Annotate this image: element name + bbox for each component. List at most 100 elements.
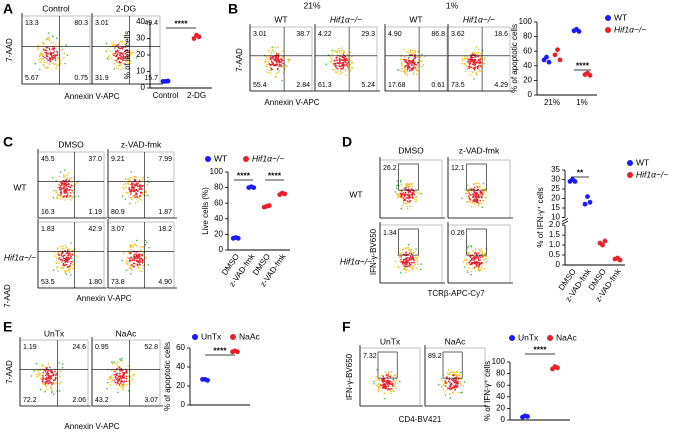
flow-event	[58, 187, 60, 189]
flow-event	[47, 52, 49, 55]
flow-event	[463, 266, 466, 268]
flow-event	[350, 67, 352, 69]
flow-event	[119, 358, 121, 360]
quadrant-value: 80.9	[111, 209, 125, 216]
flow-event	[402, 197, 405, 199]
flow-event	[407, 248, 410, 251]
flow-event	[447, 380, 450, 383]
flow-event	[445, 381, 448, 384]
flow-event	[465, 192, 468, 195]
legend-label: Hif1α−/−	[614, 24, 646, 34]
flow-event	[118, 52, 121, 54]
flow-event	[111, 379, 114, 381]
flow-event	[399, 195, 402, 197]
flow-event	[53, 383, 55, 385]
flow-event	[483, 58, 486, 60]
flow-event	[141, 193, 144, 196]
flow-event	[400, 62, 403, 64]
flow-event	[411, 64, 414, 66]
quadrant-value: 18.2	[158, 226, 172, 233]
flow-event	[475, 61, 477, 64]
flow-x-label: Annexin V-APC	[64, 92, 119, 101]
flow-event	[448, 378, 451, 381]
flow-event	[64, 188, 67, 190]
y-axis-label: % of apoptotic cells	[163, 342, 172, 411]
flow-event	[132, 246, 134, 248]
flow-event	[59, 192, 62, 194]
flow-event	[332, 64, 335, 66]
flow-event	[396, 180, 399, 182]
flow-event	[118, 372, 121, 375]
flow-event	[136, 245, 138, 247]
flow-event	[346, 65, 349, 67]
flow-event	[135, 176, 138, 178]
flow-event	[272, 64, 275, 66]
flow-event	[63, 190, 65, 192]
flow-event	[399, 252, 402, 255]
quadrant-value: 55.4	[253, 82, 267, 89]
flow-event	[41, 379, 44, 382]
quadrant-value: 16.3	[41, 209, 55, 216]
flow-event	[129, 376, 132, 378]
flow-event	[405, 260, 408, 263]
flow-event	[62, 179, 64, 182]
flow-event	[60, 245, 62, 248]
flow-event	[52, 42, 54, 44]
flow-event	[137, 185, 139, 188]
data-point	[235, 349, 240, 355]
flow-event	[471, 259, 473, 261]
flow-event	[129, 267, 131, 270]
flow-event	[477, 61, 480, 64]
flow-event	[115, 50, 118, 53]
column-title: Hif1α−/−	[330, 14, 362, 24]
flow-event	[416, 260, 419, 263]
flow-event	[40, 57, 43, 60]
flow-event	[270, 63, 272, 66]
flow-event	[111, 362, 114, 365]
flow-event	[45, 38, 47, 41]
panel-letter: F	[342, 319, 351, 335]
data-point	[525, 414, 530, 419]
flow-event	[270, 60, 273, 62]
flow-event	[339, 72, 341, 75]
flow-event	[272, 50, 275, 53]
flow-event	[46, 38, 49, 40]
flow-event	[118, 383, 121, 386]
flow-event	[420, 263, 423, 265]
flow-event	[275, 76, 277, 79]
quadrant-value: 3.01	[253, 31, 267, 38]
flow-event	[387, 374, 390, 376]
quadrant-value: 9.21	[111, 156, 125, 163]
flow-event	[129, 370, 131, 373]
flow-event	[403, 67, 405, 70]
flow-event	[118, 47, 121, 50]
flow-event	[37, 369, 40, 372]
y-tick-label: 0	[501, 415, 506, 424]
flow-event	[51, 391, 53, 393]
flow-event	[52, 393, 55, 396]
flow-event	[64, 190, 67, 192]
flow-event	[481, 206, 484, 209]
y-tick-label: 0.5	[549, 250, 561, 259]
flow-event	[339, 58, 342, 61]
flow-event	[48, 39, 51, 41]
flow-event	[396, 196, 399, 199]
flow-event	[477, 59, 480, 62]
flow-event	[406, 74, 409, 77]
flow-event	[49, 52, 51, 55]
panel-letter: E	[3, 319, 12, 335]
flow-event	[117, 391, 119, 394]
flow-event	[63, 176, 65, 179]
quadrant-value: 4.29	[494, 82, 508, 89]
flow-event	[395, 379, 398, 382]
flow-event	[336, 51, 338, 53]
flow-event	[36, 376, 38, 378]
flow-event	[405, 188, 407, 190]
flow-event	[74, 248, 76, 250]
flow-event	[481, 265, 483, 268]
flow-event	[474, 66, 477, 68]
flow-event	[118, 64, 120, 67]
quadrant-value: 73.5	[451, 82, 465, 89]
quadrant-value: 31.9	[95, 75, 109, 82]
flow-event	[411, 266, 414, 268]
